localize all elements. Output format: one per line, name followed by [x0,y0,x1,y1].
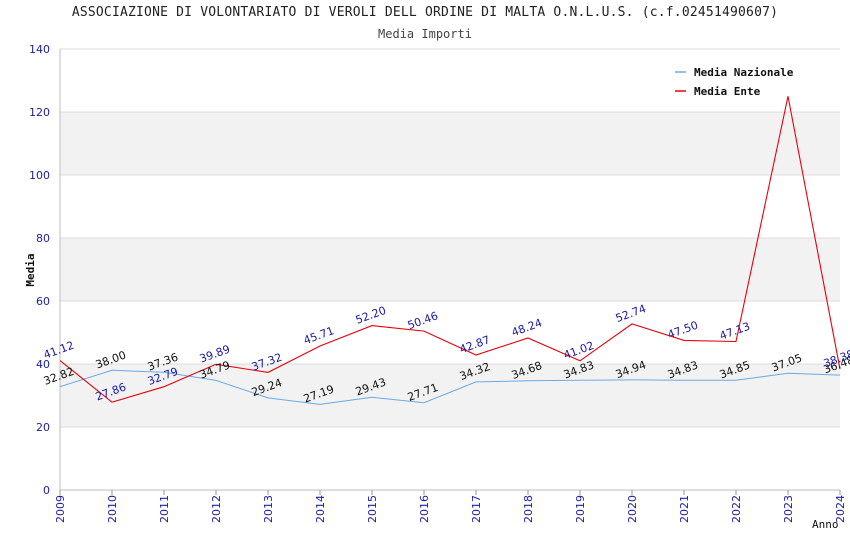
x-tick-label: 2018 [522,495,535,523]
y-tick-label: 80 [36,232,50,245]
legend-label: Media Nazionale [694,66,794,79]
data-label: 48.24 [510,316,544,339]
grid-band [60,238,840,301]
x-tick-label: 2016 [418,495,431,523]
y-axis-label: Media [24,253,37,286]
x-axis-label: Anno [812,518,839,531]
axes [59,49,841,495]
series-line [60,96,841,403]
legend-label: Media Ente [694,85,761,98]
y-tick-label: 40 [36,358,50,371]
y-tick-label: 0 [43,484,50,497]
x-tick-label: 2012 [210,495,223,523]
x-tick-label: 2022 [730,495,743,523]
data-label: 41.12 [42,339,76,362]
y-tick-label: 120 [29,106,50,119]
data-label: 47.13 [718,320,752,343]
grid-band [60,112,840,175]
series-lines [60,96,841,405]
x-tick-label: 2015 [366,495,379,523]
x-tick-label: 2010 [106,495,119,523]
grid-bands [60,112,840,427]
x-tick-label: 2014 [314,495,327,523]
data-label: 52.20 [354,304,388,327]
x-tick-label: 2009 [54,495,67,523]
x-tick-label: 2019 [574,495,587,523]
x-tick-label: 2023 [782,495,795,523]
data-label: 47.50 [666,319,700,342]
x-tick-label: 2021 [678,495,691,523]
chart-subtitle: Media Importi [378,27,472,41]
x-tick-labels: 2009 2010 2011 2012 2013 2014 2015 2016 2017 2018… [54,495,847,523]
y-tick-label: 20 [36,421,50,434]
y-tick-label: 140 [29,43,50,56]
chart-title: ASSOCIAZIONE DI VOLONTARIATO DI VEROLI D… [71,5,779,20]
data-label: 42.87 [458,333,492,356]
series-line [60,369,841,405]
data-label: 52.74 [614,302,648,325]
y-tick-label: 60 [36,295,50,308]
y-tick-label: 100 [29,169,50,182]
x-tick-label: 2011 [158,495,171,523]
x-tick-label: 2017 [470,495,483,523]
grid-band [60,364,840,427]
x-tick-label: 2020 [626,495,639,523]
x-tick-label: 2024 [834,495,847,523]
data-label: 50.46 [406,309,440,332]
x-tick-label: 2013 [262,495,275,523]
data-label: 45.71 [302,324,336,347]
legend: Media Nazionale Media Ente [675,66,794,98]
y-tick-labels: 0 20 40 60 80 100 120 140 [29,43,50,497]
